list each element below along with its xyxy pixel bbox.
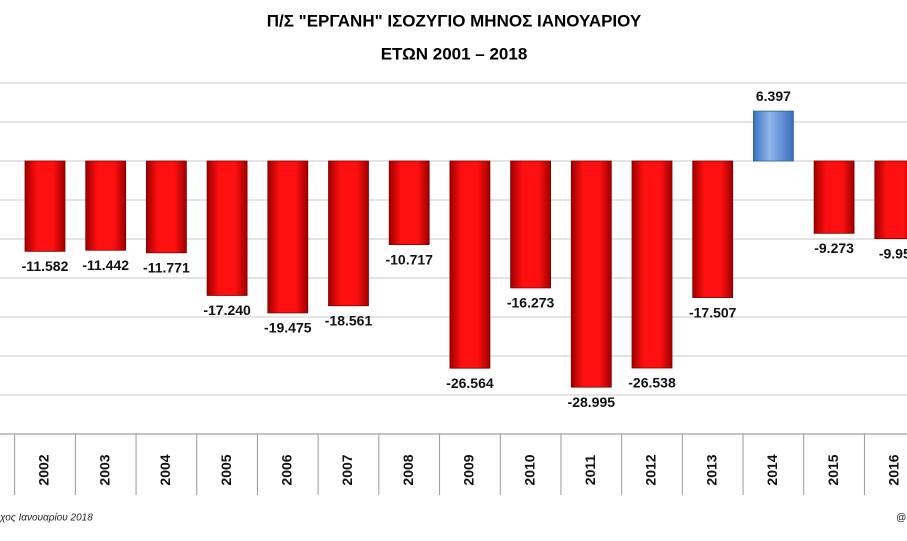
bar — [631, 160, 673, 369]
x-tick-label: 2013 — [703, 454, 719, 485]
value-label: -9.273 — [814, 240, 854, 256]
x-tick-label: 2004 — [157, 454, 173, 485]
bar — [874, 160, 907, 240]
value-label: 6.397 — [756, 88, 791, 104]
x-tick-label: 2012 — [643, 454, 659, 485]
chart-title: Π/Σ "ΕΡΓΑΝΗ" ΙΣΟΖΥΓΙΟ ΜΗΝΟΣ ΙΑΝΟΥΑΡΙΟΥ — [267, 11, 642, 30]
bar — [388, 160, 430, 245]
x-tick-label: 2008 — [400, 454, 416, 485]
bar — [510, 160, 552, 289]
x-tick-label: 2011 — [582, 455, 598, 486]
bar — [753, 110, 794, 162]
chart-subtitle: ΕΤΩΝ 2001 – 2018 — [381, 44, 528, 63]
value-label: -11.771 — [143, 260, 190, 276]
bar — [692, 160, 734, 298]
x-tick-label: 2005 — [218, 454, 234, 485]
value-label: -11.442 — [82, 257, 129, 273]
value-label: -19.475 — [264, 320, 312, 336]
bar — [449, 160, 491, 369]
x-tick-label: 2010 — [521, 454, 537, 485]
bar — [206, 160, 248, 296]
bar — [85, 160, 127, 251]
x-tick-label: 2014 — [764, 454, 780, 485]
value-label: -16.273 — [507, 295, 555, 311]
value-label: -18.561 — [325, 312, 373, 328]
x-tick-label: 2002 — [36, 454, 52, 485]
x-tick-label: 2003 — [96, 454, 112, 485]
handle: @ — [896, 513, 906, 524]
bar — [328, 160, 369, 307]
x-tick-label: 2006 — [279, 454, 295, 485]
value-label: -17.507 — [689, 304, 737, 320]
bar — [267, 160, 309, 314]
value-label: -26.564 — [446, 375, 494, 391]
x-tick-label: 2009 — [461, 454, 477, 485]
bar — [570, 160, 612, 388]
value-label: -28.995 — [568, 394, 616, 410]
source: χος Ιανουαρίου 2018 — [0, 512, 93, 524]
x-tick-label: 2007 — [339, 454, 355, 485]
bar — [813, 160, 855, 234]
x-tick-label: 2015 — [825, 454, 841, 485]
value-label: -17.240 — [203, 302, 251, 318]
bar — [145, 160, 187, 254]
value-label: -11.582 — [22, 258, 69, 274]
value-label: -26.538 — [628, 375, 676, 391]
value-label: -9.95 — [879, 245, 907, 261]
bar — [24, 160, 66, 252]
x-tick-label: 2016 — [886, 454, 902, 485]
value-label: -10.717 — [385, 251, 433, 267]
